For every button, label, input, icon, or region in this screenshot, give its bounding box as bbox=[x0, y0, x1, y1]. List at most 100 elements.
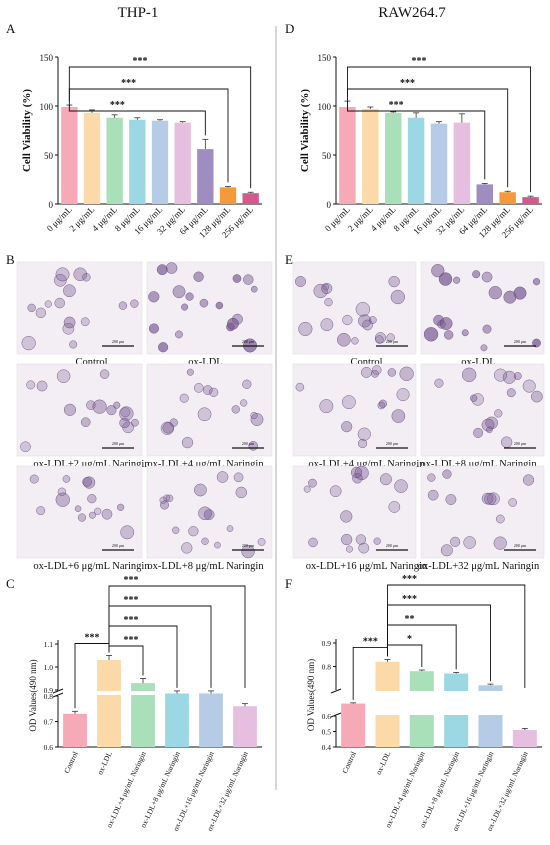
cell-blob bbox=[337, 332, 351, 347]
y-tick-label: 1.1 bbox=[44, 640, 54, 649]
cell-blob bbox=[257, 538, 266, 546]
bar bbox=[63, 713, 87, 747]
cell-blob bbox=[358, 542, 370, 554]
cell-blob bbox=[92, 399, 107, 414]
cell-blob bbox=[74, 505, 82, 512]
cell-blob bbox=[387, 368, 397, 377]
cell-blob bbox=[199, 298, 209, 308]
cell-blob bbox=[485, 416, 498, 430]
cell-blob bbox=[513, 372, 522, 380]
cell-blob bbox=[198, 506, 212, 521]
micrograph-caption: ox-LDL+2 μg/mL Naringin bbox=[33, 459, 150, 470]
scale-bar-label: 200 μm bbox=[242, 543, 255, 548]
cell-blob bbox=[63, 284, 76, 298]
cell-blob bbox=[62, 475, 71, 483]
cell-blob bbox=[216, 471, 229, 483]
cell-blob bbox=[94, 507, 102, 515]
cell-blob bbox=[235, 486, 247, 499]
cell-blob bbox=[373, 537, 381, 545]
cell-blob bbox=[399, 366, 414, 381]
significance-label: *** bbox=[124, 595, 139, 606]
bar bbox=[339, 106, 356, 204]
cell-blob bbox=[181, 542, 193, 554]
cell-blob bbox=[80, 417, 91, 427]
bar bbox=[199, 693, 223, 747]
cell-blob bbox=[486, 426, 493, 434]
panel-letter-d: D bbox=[285, 21, 294, 36]
axis-break-mark bbox=[52, 688, 64, 694]
cell-blob bbox=[352, 473, 363, 484]
cell-blob bbox=[193, 383, 204, 393]
cell-blob bbox=[494, 409, 503, 418]
panel-letter-f: F bbox=[285, 576, 292, 591]
bar-break-gap bbox=[96, 691, 122, 695]
cell-blob bbox=[473, 427, 484, 438]
cell-blob bbox=[36, 506, 46, 516]
cell-blob bbox=[388, 275, 400, 288]
cell-blob bbox=[101, 508, 113, 520]
bar bbox=[453, 122, 471, 204]
significance-label: *** bbox=[402, 574, 417, 585]
cell-blob bbox=[313, 283, 328, 299]
significance-bracket bbox=[346, 97, 486, 180]
y-axis-title: Cell Viability (%) bbox=[299, 89, 311, 172]
bar bbox=[174, 122, 191, 204]
cell-blob bbox=[148, 323, 159, 334]
cell-blob bbox=[89, 511, 96, 519]
cell-blob bbox=[197, 407, 212, 422]
cell-blob bbox=[470, 394, 478, 402]
x-tick-label: Control bbox=[340, 750, 358, 775]
cell-blob bbox=[482, 324, 492, 334]
x-tick-label: ox-LDL+8 μg/mL Naringin bbox=[418, 750, 461, 829]
cell-blob bbox=[390, 289, 405, 305]
cell-blob bbox=[350, 466, 363, 478]
axis-break-mark bbox=[330, 712, 342, 718]
cell-blob bbox=[371, 370, 379, 378]
cell-blob bbox=[362, 319, 373, 331]
y-axis-title: Cell Viability (%) bbox=[21, 89, 33, 172]
micrograph-image bbox=[292, 465, 417, 559]
cell-blob bbox=[341, 533, 353, 546]
micrograph-caption: Control bbox=[75, 357, 107, 368]
cell-blob bbox=[506, 388, 516, 398]
scale-bar-label: 200 μm bbox=[386, 543, 399, 548]
cell-blob bbox=[357, 427, 371, 441]
bar bbox=[476, 184, 494, 204]
cell-blob bbox=[63, 403, 76, 416]
cell-blob bbox=[158, 342, 169, 353]
cell-blob bbox=[27, 303, 36, 313]
cell-blob bbox=[494, 368, 507, 382]
y-tick-label: 0.7 bbox=[44, 718, 54, 727]
cell-blob bbox=[209, 387, 219, 397]
scale-bar-label: 200 μm bbox=[514, 441, 527, 446]
significance-label: *** bbox=[402, 594, 417, 605]
cell-blob bbox=[501, 436, 513, 448]
cell-blob bbox=[186, 368, 194, 376]
cell-blob bbox=[472, 270, 481, 279]
cell-blob bbox=[162, 422, 174, 434]
cell-blob bbox=[63, 316, 76, 329]
cell-blob bbox=[431, 264, 445, 278]
cell-blob bbox=[375, 335, 384, 344]
cell-blob bbox=[181, 303, 189, 311]
title-raw264: RAW264.7 bbox=[378, 5, 446, 21]
bar bbox=[97, 660, 121, 747]
cell-blob bbox=[214, 541, 221, 549]
cell-blob bbox=[241, 544, 255, 559]
cell-blob bbox=[120, 525, 135, 540]
scale-bar-label: 200 μm bbox=[514, 339, 527, 344]
bar bbox=[151, 120, 169, 204]
micrograph-caption: ox-LDL+32 μg/mL Naringin bbox=[418, 561, 540, 572]
cell-blob bbox=[427, 489, 439, 501]
cell-blob bbox=[20, 441, 31, 453]
bar bbox=[242, 193, 259, 204]
panel-letter-b: B bbox=[6, 252, 15, 267]
cell-blob bbox=[29, 474, 39, 484]
significance-label: *** bbox=[412, 56, 427, 67]
cell-blob bbox=[295, 382, 305, 392]
bar-break-gap bbox=[408, 691, 435, 715]
chart-f-raw-od: 0.4 0.5 0.6 0.8 0.9 OD Values(490 nm) Control o… bbox=[306, 574, 542, 832]
bar-break-gap bbox=[477, 691, 504, 715]
scale-bar-label: 200 μm bbox=[112, 339, 125, 344]
cell-blob bbox=[355, 302, 371, 317]
